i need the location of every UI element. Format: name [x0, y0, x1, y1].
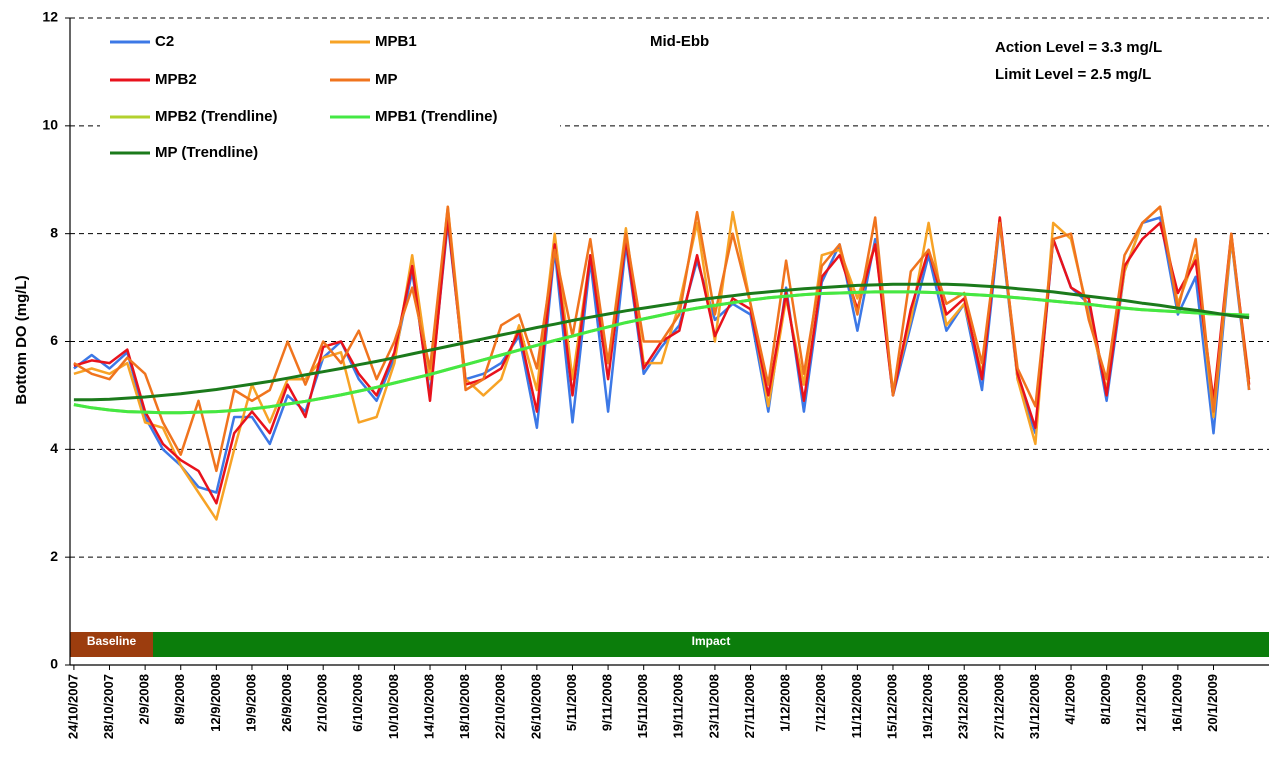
phase-label: Impact — [692, 634, 731, 648]
x-tick-label: 23/12/2008 — [956, 674, 971, 739]
series-line — [73, 282, 1250, 402]
x-tick-label: 26/9/2008 — [279, 674, 294, 732]
legend-label: MP (Trendline) — [155, 144, 258, 161]
phase-label: Baseline — [87, 634, 137, 648]
annotation: Mid-Ebb — [650, 33, 709, 50]
legend-label: MPB1 (Trendline) — [375, 108, 498, 125]
x-tick-label: 22/10/2008 — [493, 674, 508, 739]
y-tick-label: 10 — [42, 117, 58, 133]
x-tick-label: 12/9/2008 — [208, 674, 223, 732]
x-tick-label: 27/12/2008 — [991, 674, 1006, 739]
x-tick-label: 14/10/2008 — [421, 674, 436, 739]
annotation: Action Level = 3.3 mg/L — [995, 39, 1162, 56]
x-tick-label: 6/10/2008 — [350, 674, 365, 732]
x-tick-label: 4/1/2009 — [1062, 674, 1077, 725]
x-tick-label: 12/1/2009 — [1134, 674, 1149, 732]
phase-band — [153, 632, 1269, 657]
x-tick-label: 24/10/2007 — [65, 674, 80, 739]
y-tick-label: 2 — [50, 548, 58, 564]
x-tick-label: 16/1/2009 — [1169, 674, 1184, 732]
legend-label: MPB1 — [375, 33, 417, 50]
x-tick-label: 27/11/2008 — [742, 674, 757, 738]
x-tick-label: 19/9/2008 — [243, 674, 258, 732]
x-tick-label: 2/10/2008 — [315, 674, 330, 732]
x-tick-label: 23/11/2008 — [706, 674, 721, 738]
series-line — [73, 216, 1251, 494]
x-tick-label: 9/11/2008 — [600, 674, 615, 731]
y-tick-label: 8 — [50, 224, 58, 240]
x-tick-label: 19/11/2008 — [671, 674, 686, 738]
x-tick-label: 31/12/2008 — [1027, 674, 1042, 739]
annotation: Limit Level = 2.5 mg/L — [995, 66, 1151, 83]
y-axis-label: Bottom DO (mg/L) — [13, 275, 30, 404]
x-tick-label: 28/10/2007 — [101, 674, 116, 739]
y-tick-label: 0 — [50, 656, 58, 672]
x-tick-label: 20/1/2009 — [1205, 674, 1220, 732]
legend-label: C2 — [155, 33, 174, 50]
x-tick-label: 8/1/2009 — [1098, 674, 1113, 725]
series-line — [73, 205, 1251, 521]
x-tick-label: 26/10/2008 — [528, 674, 543, 739]
x-tick-label: 11/12/2008 — [849, 674, 864, 738]
y-tick-label: 12 — [42, 9, 58, 25]
x-tick-label: 15/12/2008 — [884, 674, 899, 739]
x-tick-label: 15/11/2008 — [635, 674, 650, 738]
x-tick-label: 8/9/2008 — [172, 674, 187, 725]
y-tick-label: 4 — [50, 440, 58, 456]
legend-label: MP — [375, 71, 398, 88]
legend-label: MPB2 (Trendline) — [155, 108, 278, 125]
x-tick-label: 7/12/2008 — [813, 674, 828, 732]
x-tick-label: 1/12/2008 — [778, 674, 793, 732]
x-tick-label: 5/11/2008 — [564, 674, 579, 731]
legend-label: MPB2 — [155, 71, 197, 88]
x-tick-label: 10/10/2008 — [386, 674, 401, 739]
x-tick-label: 19/12/2008 — [920, 674, 935, 739]
x-tick-label: 18/10/2008 — [457, 674, 472, 739]
phase-band — [70, 632, 153, 657]
y-tick-label: 6 — [50, 332, 58, 348]
x-tick-label: 2/9/2008 — [137, 674, 152, 725]
series-line — [73, 205, 1251, 473]
legend-box — [100, 24, 560, 174]
series-line — [73, 290, 1250, 415]
